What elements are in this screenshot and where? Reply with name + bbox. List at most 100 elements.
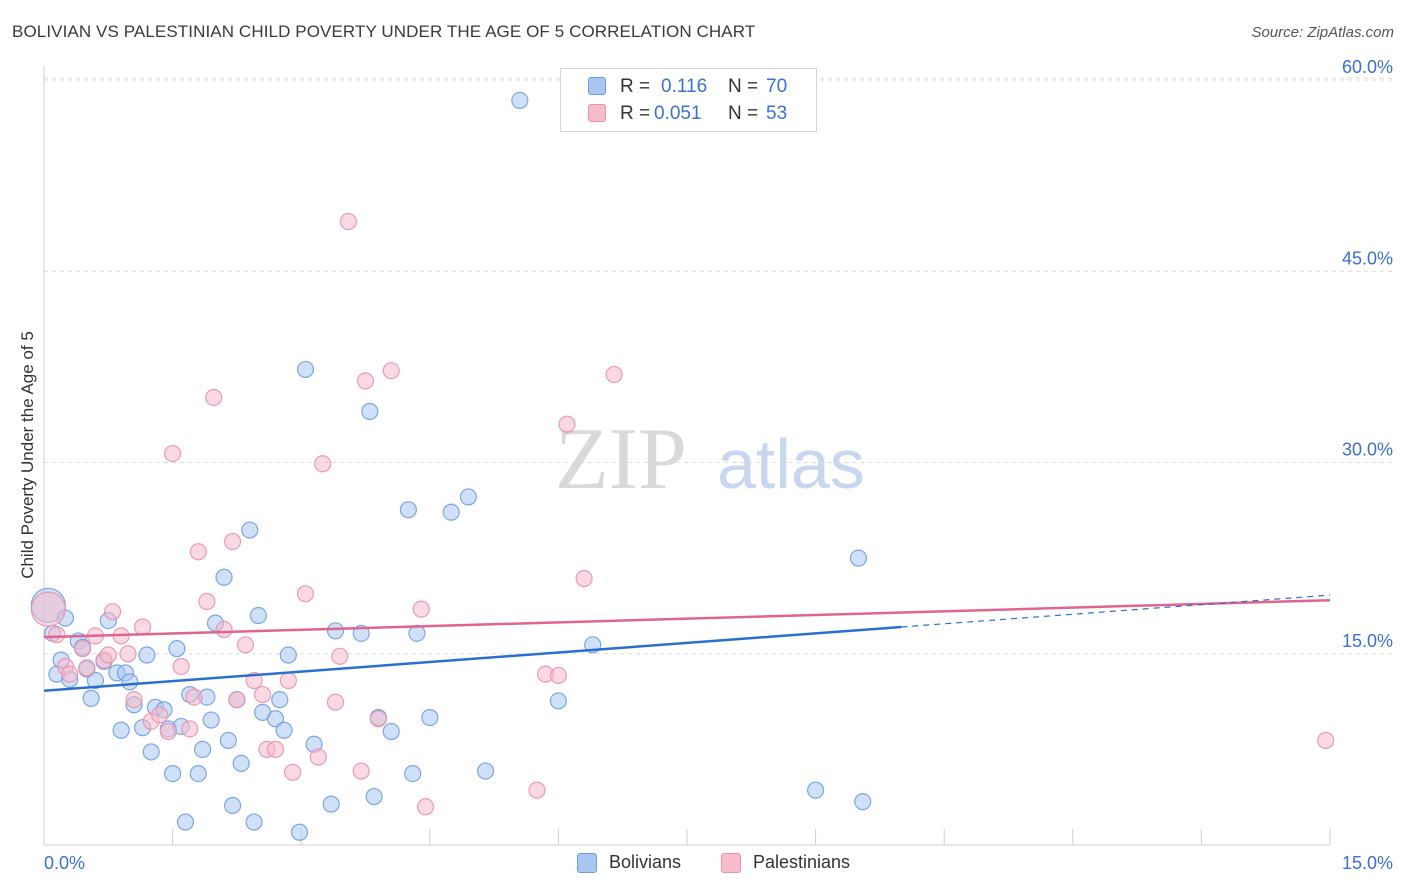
watermark-zip: ZIP	[555, 411, 687, 508]
palestinian-point	[352, 762, 370, 780]
bolivian-point	[176, 813, 195, 831]
bolivian-point	[511, 91, 529, 110]
bolivian-point	[142, 743, 160, 761]
bolivian-point	[322, 795, 340, 813]
palestinian-point	[119, 645, 137, 663]
bolivian-point	[476, 762, 495, 780]
legend-r-value: 0.116	[661, 76, 708, 97]
palestinian-point	[558, 415, 576, 433]
chart-title: BOLIVIAN VS PALESTINIAN CHILD POVERTY UN…	[12, 22, 756, 41]
palestinian-trendline	[43, 598, 1331, 639]
legend-label-bolivians: Bolivians	[609, 852, 682, 872]
bolivian-point	[326, 622, 345, 640]
legend-r-value: 0.051	[654, 103, 702, 124]
bolivian-point	[854, 793, 872, 811]
palestinian-point	[198, 592, 216, 611]
series-legend: Bolivians Palestinians	[0, 852, 1406, 876]
palestinian-point	[326, 693, 345, 711]
bolivian-point	[806, 781, 825, 799]
watermark: ZIP atlas	[555, 411, 865, 508]
bolivian-point	[279, 646, 297, 664]
legend-swatch-bolivians	[588, 77, 606, 95]
palestinian-point	[416, 798, 435, 816]
x-tick-label: 0.0%	[44, 853, 85, 873]
x-tick-label: 15.0%	[1342, 853, 1393, 873]
palestinian-point	[284, 763, 302, 781]
y-tick-label: 45.0%	[1342, 248, 1393, 268]
legend-n-value: 70	[766, 76, 788, 97]
palestinian-point	[30, 591, 66, 627]
legend-n-label: N =	[728, 103, 759, 124]
bolivian-point	[224, 796, 242, 815]
bolivian-trendline	[43, 625, 902, 692]
palestinian-point	[205, 388, 223, 407]
palestinian-point	[279, 671, 297, 690]
palestinian-point	[309, 748, 327, 766]
bolivian-point	[194, 740, 212, 758]
bolivian-point	[138, 646, 156, 664]
palestinian-point	[228, 691, 246, 709]
bolivian-point	[266, 710, 285, 728]
legend-label-palestinians: Palestinians	[753, 852, 851, 872]
palestinian-point	[164, 444, 182, 463]
bolivian-point	[296, 360, 315, 379]
y-tick-label: 30.0%	[1342, 440, 1393, 460]
y-tick-label: 60.0%	[1342, 57, 1393, 77]
palestinian-point	[356, 372, 375, 390]
bolivian-point	[365, 787, 383, 806]
palestinian-point	[215, 620, 233, 639]
palestinian-point	[189, 543, 207, 561]
legend-swatch-palestinians	[588, 104, 606, 122]
bolivian-point	[232, 754, 250, 773]
palestinian-point	[266, 740, 285, 758]
palestinian-point	[224, 532, 242, 551]
bolivian-point	[241, 521, 259, 539]
bolivian-point	[86, 671, 105, 690]
bolivian-point	[168, 640, 186, 658]
legend-swatch-palestinians	[721, 852, 741, 873]
palestinian-point	[73, 640, 92, 658]
palestinian-point	[151, 706, 169, 724]
legend-r-label: R =	[620, 103, 651, 124]
palestinian-point	[314, 455, 332, 473]
bolivian-point	[121, 673, 139, 691]
legend-r-label: R =	[620, 76, 651, 97]
bolivian-point	[549, 692, 568, 710]
bolivian-point	[404, 764, 422, 783]
palestinian-point	[78, 659, 96, 677]
bolivian-point	[361, 402, 379, 421]
palestinian-point	[125, 691, 143, 709]
palestinian-point	[103, 603, 122, 621]
palestinian-point	[528, 781, 546, 799]
palestinian-point	[382, 362, 400, 380]
bolivian-point	[399, 501, 417, 519]
palestinian-point	[575, 569, 593, 588]
palestinian-point	[159, 722, 177, 741]
correlation-legend: R = 0.116 N = 70 R = 0.051 N = 53	[560, 68, 817, 132]
palestinian-point	[1317, 731, 1335, 750]
palestinian-point	[605, 365, 623, 384]
bolivian-point	[382, 722, 400, 741]
watermark-atlas: atlas	[717, 425, 865, 503]
palestinian-point	[254, 685, 272, 704]
palestinian-point	[61, 665, 79, 683]
palestinian-point	[331, 647, 349, 665]
y-tick-label: 15.0%	[1342, 631, 1393, 651]
legend-item-palestinians[interactable]: Palestinians	[721, 852, 850, 873]
bolivian-point	[164, 764, 182, 783]
bolivian-point	[245, 813, 263, 831]
palestinian-point	[185, 688, 203, 706]
source-label: Source: ZipAtlas.com	[1251, 24, 1394, 41]
bolivian-point	[290, 823, 309, 841]
bolivian-point	[249, 606, 267, 625]
legend-n-value: 53	[766, 103, 788, 124]
bolivian-point	[442, 503, 460, 521]
legend-item-bolivians[interactable]: Bolivians	[577, 852, 681, 873]
bolivian-trendline-extension	[901, 594, 1331, 628]
bolivian-point	[202, 711, 220, 729]
bolivian-point	[82, 689, 100, 707]
palestinian-point	[99, 646, 117, 664]
bolivian-point	[459, 488, 477, 506]
palestinian-point	[339, 212, 357, 231]
